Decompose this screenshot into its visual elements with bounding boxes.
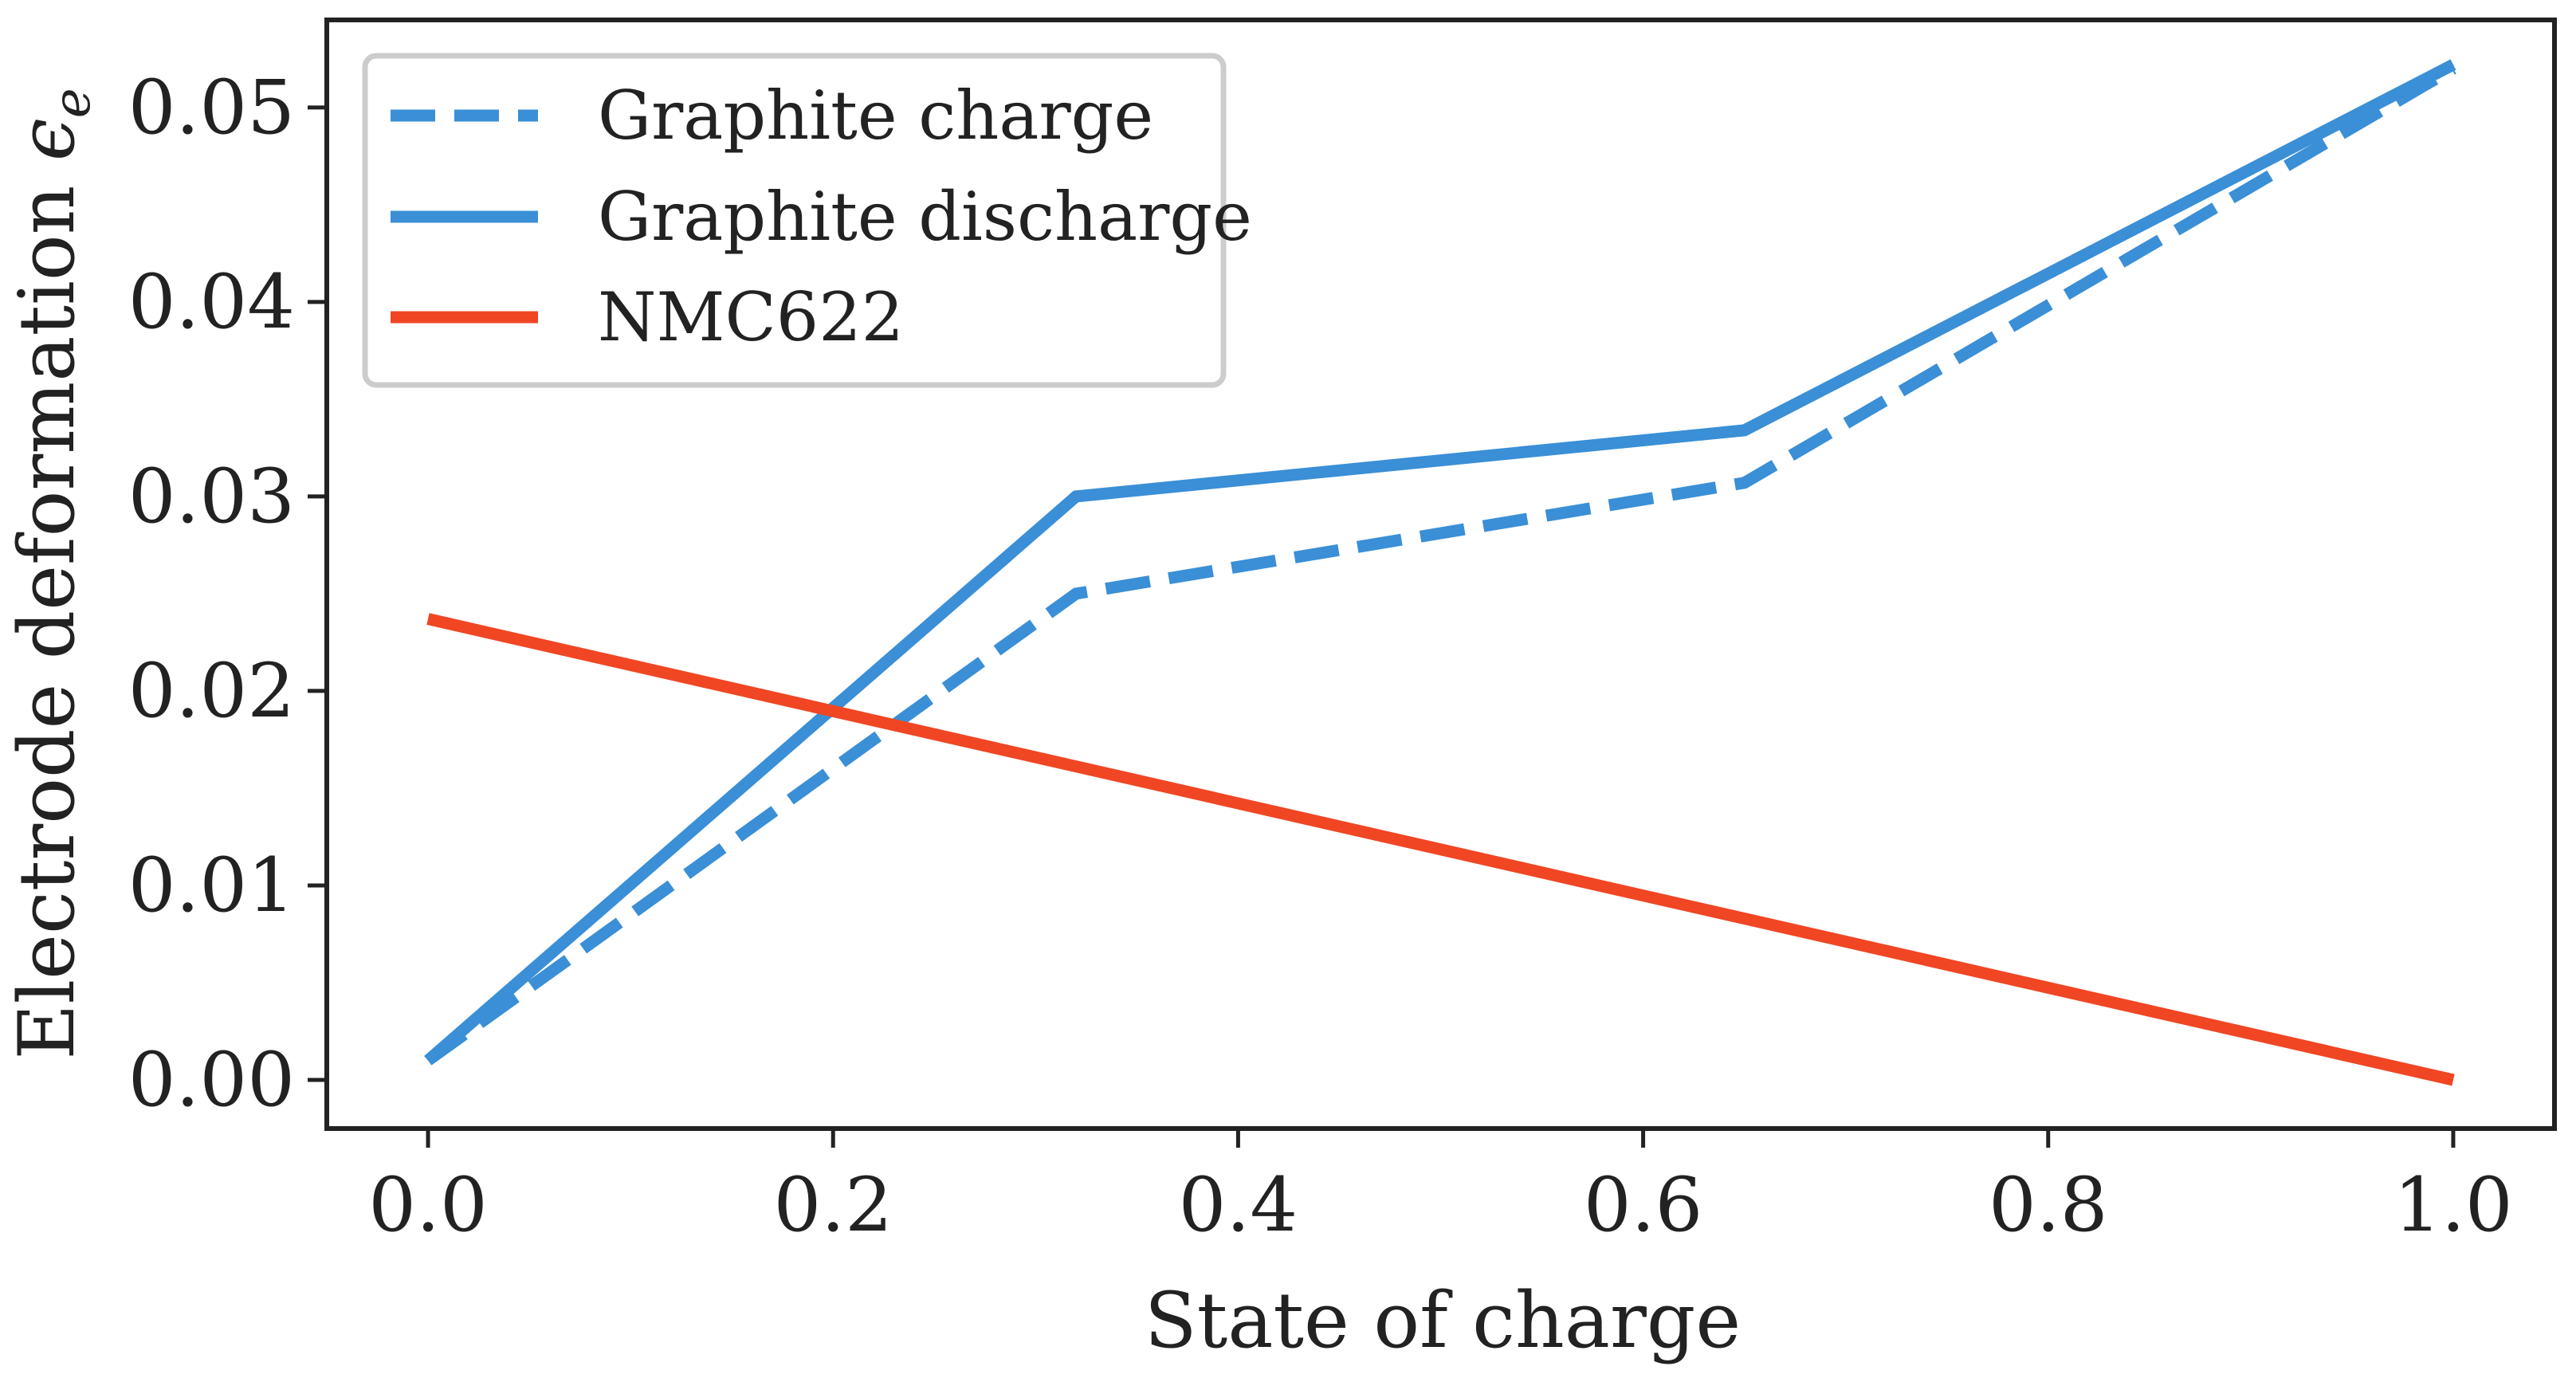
y-tick-label: 0.00 xyxy=(128,1037,295,1124)
series-line-graphite-discharge xyxy=(424,59,2456,1066)
legend-label-graphite-charge: Graphite charge xyxy=(598,77,1153,155)
series-layer xyxy=(424,59,2456,1086)
x-tick-label: 0.8 xyxy=(1989,1162,2108,1249)
tick-layer: 0.0 0.2 0.4 0.6 0.8 1.0 0.00 0.01 0.02 0.03 0.04 0.… xyxy=(128,65,2513,1249)
x-axis-label: State of charge xyxy=(1145,1276,1741,1365)
x-tick-label: 0.0 xyxy=(368,1162,488,1249)
y-axis-label-text: Electrode deformation xyxy=(2,161,92,1060)
series-line-nmc622 xyxy=(426,613,2455,1086)
y-tick-label: 0.04 xyxy=(128,259,295,346)
y-axis-label-subscript: e xyxy=(43,88,102,118)
legend-box xyxy=(362,53,1227,388)
x-tick-label: 0.4 xyxy=(1179,1162,1298,1249)
y-tick-label: 0.03 xyxy=(128,453,295,540)
x-tick-label: 1.0 xyxy=(2393,1162,2513,1249)
x-tick-label: 0.2 xyxy=(773,1162,893,1249)
plot-frame xyxy=(324,18,2557,1131)
y-axis-label-symbol: ϵ xyxy=(2,118,92,161)
series-line-graphite-charge xyxy=(424,63,2456,1066)
y-axis-label: Electrode deformation ϵe xyxy=(2,88,102,1059)
legend-label-graphite-discharge: Graphite discharge xyxy=(598,178,1252,256)
y-tick-label: 0.02 xyxy=(128,648,295,735)
x-tick-label: 0.6 xyxy=(1584,1162,1703,1249)
y-tick-label: 0.05 xyxy=(128,65,295,151)
legend-label-nmc622: NMC622 xyxy=(598,278,904,356)
legend: Graphite charge Graphite discharge NMC62… xyxy=(362,53,1252,388)
y-tick-label: 0.01 xyxy=(128,842,295,929)
